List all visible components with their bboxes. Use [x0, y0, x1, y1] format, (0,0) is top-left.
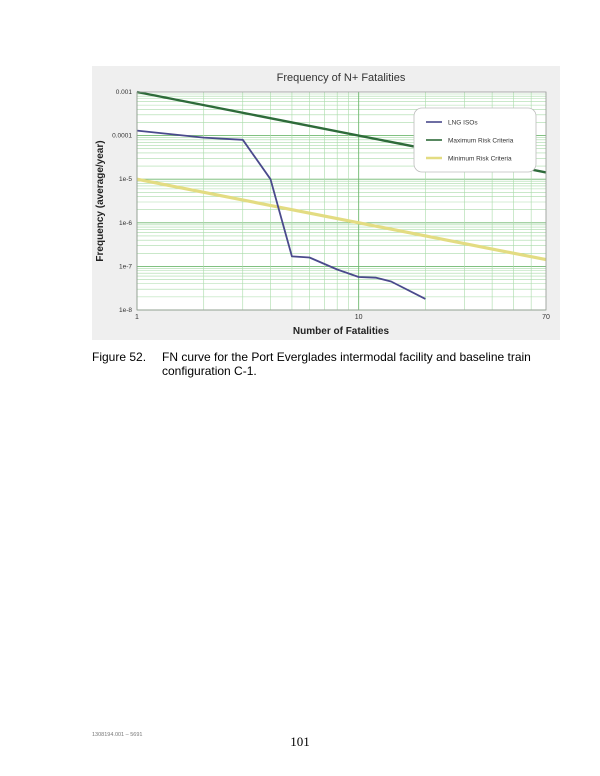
legend-label: Maximum Risk Criteria [448, 138, 514, 145]
y-axis-label: Frequency (average/year) [95, 140, 106, 261]
y-tick-label: 1e-8 [119, 307, 132, 314]
x-tick-label: 10 [355, 314, 363, 321]
figure-number: Figure 52. [92, 350, 147, 364]
series-line-lng-isos [136, 129, 426, 300]
chart-panel: 0.001 0.0001 1e-5 1e-6 1e-7 1e-8 1 10 70 Frequen… [92, 66, 560, 340]
figure-caption-text: FN curve for the Port Everglades intermo… [162, 350, 531, 378]
series-line-minimum-risk-criteria [136, 177, 547, 262]
legend-box [413, 107, 537, 173]
legend-label: LNG ISOs [448, 120, 478, 127]
tick-label-layer: 0.001 0.0001 1e-5 1e-6 1e-7 1e-81 10 70 [112, 89, 550, 321]
chart-legend: LNG ISOs Maximum Risk Criteria Minimum Ris… [413, 107, 537, 173]
page-number: 101 [290, 734, 310, 749]
x-tick-label: 70 [542, 314, 550, 321]
x-tick-label: 1 [135, 314, 139, 321]
plot-frame [136, 91, 547, 311]
x-axis-label: Number of Fatalities [293, 326, 390, 337]
y-tick-label: 1e-6 [119, 220, 132, 227]
y-tick-label: 0.001 [116, 89, 133, 96]
fn-curve-chart: 0.001 0.0001 1e-5 1e-6 1e-7 1e-81 10 70 Frequen… [95, 72, 550, 337]
y-tick-label: 0.0001 [112, 133, 132, 140]
y-tick-label: 1e-5 [119, 176, 132, 183]
legend-label: Minimum Risk Criteria [448, 156, 512, 163]
y-tick-label: 1e-7 [119, 263, 132, 270]
document-id: 1308194.001 – 5691 [92, 732, 143, 738]
chart-title: Frequency of N+ Fatalities [277, 72, 406, 84]
